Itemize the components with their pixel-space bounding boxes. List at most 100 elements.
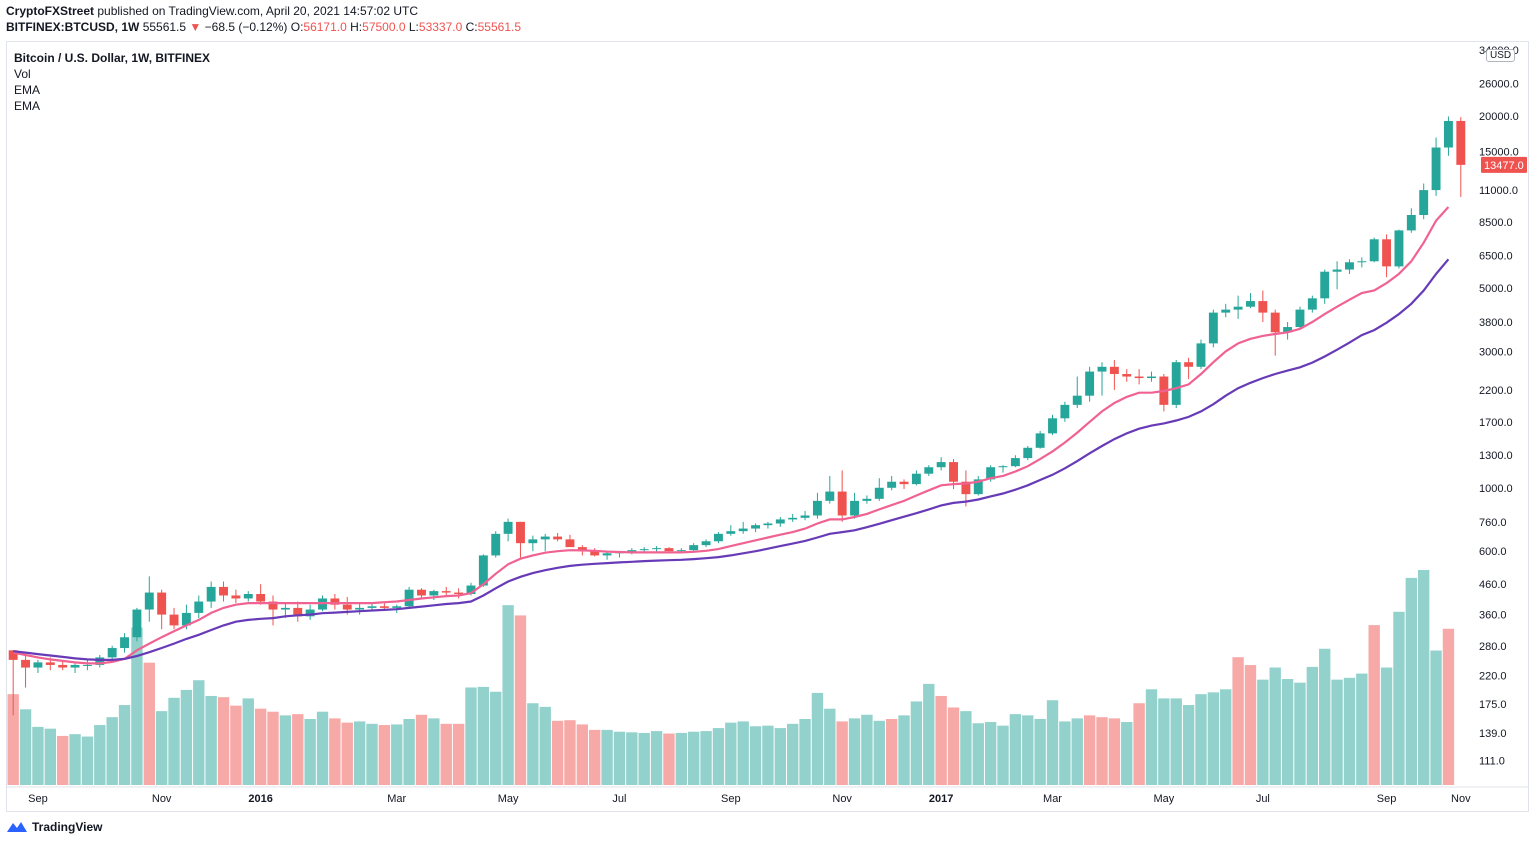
legend-ema-fast[interactable]: EMA [14,83,41,97]
volume-bar [663,733,675,785]
close-value: 55561.5 [477,20,522,34]
volume-bar [613,731,626,785]
candle-body [627,550,637,553]
price-tick-label: 2200.0 [1479,385,1513,397]
candle-body [1109,366,1119,375]
volume-bar [626,732,638,785]
candle-body [1147,376,1156,379]
candle-body [676,550,686,552]
candle-body [652,548,662,550]
volume-bar [1232,657,1244,785]
candle-body [862,498,872,501]
candle-body [899,481,909,485]
symbol-label[interactable]: BITFINEX:BTCUSD, 1W [6,20,140,34]
volume-bar [910,701,923,785]
candle-body [95,657,105,665]
volume-bar [601,729,613,785]
volume-bar [861,714,873,785]
candle-body [107,648,117,658]
chart-frame[interactable] [6,41,1529,812]
candle-body [1394,230,1404,267]
candle-body [429,591,439,596]
candle-body [194,601,204,613]
candle-body [540,536,550,540]
price-tick-label: 3800.0 [1479,317,1513,329]
high-value: 57500.0 [362,20,406,34]
volume-bar [650,731,663,785]
footer-branding: TradingView [6,820,102,834]
candle-body [1295,309,1305,328]
price-tick-label: 8500.0 [1479,217,1513,229]
last-price-label: 13477.0 [1484,160,1524,172]
candle-body [132,609,142,638]
volume-bar [725,722,737,785]
volume-bar [811,692,824,785]
price-tick-label: 1700.0 [1479,417,1513,429]
candle-body [936,462,946,468]
candle-body [664,548,674,552]
candle-body [973,479,983,495]
brand-name[interactable]: TradingView [32,820,103,834]
time-tick-label: Sep [1377,793,1397,805]
volume-bar [1145,689,1158,785]
legend-title[interactable]: Bitcoin / U.S. Dollar, 1W, BITFINEX [14,51,211,65]
volume-bar [1269,667,1281,785]
volume-bar [44,728,56,785]
published-text: published on TradingView.com, April 20, … [97,4,419,18]
volume-bar [69,734,81,785]
candle-body [528,539,538,544]
candle-body [1134,376,1144,379]
volume-bar [1281,679,1294,785]
legend-vol[interactable]: Vol [14,67,31,81]
candle-body [689,545,699,551]
volume-bar [1096,717,1108,785]
currency-badge[interactable]: USD [1486,49,1516,62]
candle-body [1406,215,1416,231]
volume-bar [180,689,193,785]
price-change: −68.5 (−0.12%) [204,20,288,34]
candle-body [874,487,884,499]
volume-bar [873,720,885,785]
candle-body [1023,447,1033,459]
candle-body [825,491,835,501]
candle-body [751,525,761,529]
candle-body [293,607,303,617]
volume-bar [1108,718,1121,785]
legend-ema-slow[interactable]: EMA [14,99,41,113]
volume-bar [589,729,601,785]
volume-bar [32,726,44,785]
volume-bar [366,723,378,785]
volume-bar [539,706,551,785]
candle-body [949,462,958,482]
volume-bar [267,711,279,785]
candle-body [800,515,810,518]
volume-bar [1393,611,1405,785]
candle-body [1357,261,1367,263]
candle-body [1060,404,1070,419]
volume-bar [1071,718,1083,785]
volume-bar [898,715,910,785]
candle-body [577,547,587,552]
candle-body [775,519,785,524]
candle-body [986,467,996,480]
volume-bar [19,709,32,785]
candle-body [850,500,859,516]
volume-bar [1442,628,1455,785]
volume-bar [749,726,762,785]
volume-bar [1220,689,1232,785]
volume-bar [465,687,477,785]
high-label: H: [350,20,363,34]
candle-body [1283,327,1293,333]
volume-bar [490,691,502,785]
time-tick-label: Nov [832,793,852,805]
last-price: 55561.5 [142,20,187,34]
candle-body [1332,269,1342,272]
volume-bar [638,732,650,785]
volume-bar [477,686,490,785]
time-tick-label: Sep [721,793,741,805]
candle-body [553,536,563,540]
low-value: 53337.0 [418,20,463,34]
volume-bar [848,718,861,785]
author-name[interactable]: CryptoFXStreet [6,4,95,18]
